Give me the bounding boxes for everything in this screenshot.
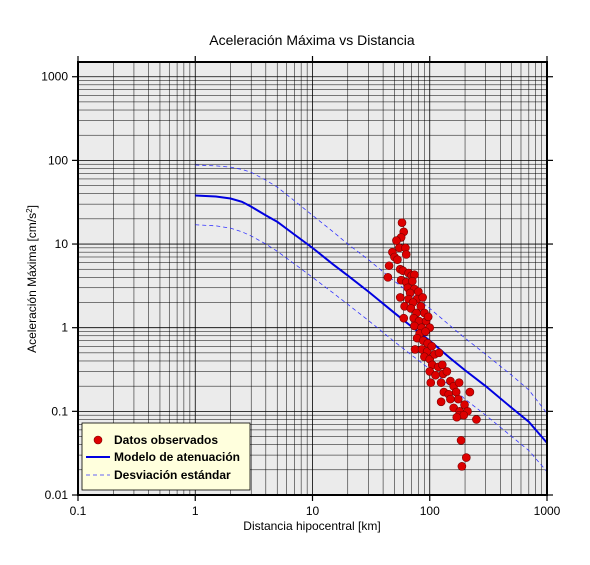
legend-label-points: Datos observados <box>114 433 218 447</box>
y-tick-label: 0.1 <box>51 404 68 418</box>
y-axis-label: Aceleración Máxima [cm/s2] <box>25 205 40 353</box>
data-point <box>454 378 464 388</box>
data-point <box>406 304 416 313</box>
data-point <box>457 462 467 471</box>
data-point <box>395 293 405 302</box>
y-axis-label-main: Aceleración Máxima [cm/s <box>25 213 39 353</box>
model-line-group <box>195 194 548 444</box>
data-point <box>438 360 447 370</box>
y-tick-label: 100 <box>48 153 68 167</box>
data-point <box>453 394 463 404</box>
y-tick-label: 10 <box>55 237 69 251</box>
x-tick-label: 0.1 <box>70 504 87 518</box>
data-point <box>384 261 394 271</box>
y-axis-label-suffix: ] <box>25 205 39 208</box>
data-point <box>472 415 481 424</box>
deviation-lines <box>195 164 548 472</box>
data-point <box>451 387 461 397</box>
data-point <box>426 378 436 388</box>
data-point <box>456 436 466 445</box>
y-tick-label: 1 <box>61 321 68 335</box>
deviation-upper-line <box>195 164 548 414</box>
data-point <box>452 412 462 422</box>
legend-label-model: Modelo de atenuación <box>114 450 240 464</box>
observed-points <box>383 218 481 471</box>
data-point <box>399 313 409 323</box>
data-point <box>423 312 433 322</box>
legend-label-deviation: Desviación estándar <box>114 468 231 482</box>
data-point <box>461 453 471 462</box>
data-point <box>410 321 419 331</box>
data-point <box>442 367 452 376</box>
data-point <box>436 378 446 388</box>
data-point <box>416 302 426 311</box>
data-point <box>436 397 446 407</box>
data-point <box>392 236 401 245</box>
y-tick-label: 0.01 <box>45 488 69 502</box>
data-point <box>431 370 440 380</box>
model-line <box>195 194 548 444</box>
x-tick-label: 100 <box>420 504 440 518</box>
data-point <box>408 276 417 286</box>
deviation-lower-line <box>195 224 548 472</box>
data-point <box>418 293 427 302</box>
x-tick-label: 10 <box>306 504 320 518</box>
x-tick-label: 1 <box>192 504 199 518</box>
y-tick-label: 1000 <box>41 70 68 84</box>
data-point <box>434 348 444 358</box>
grid-lines <box>77 62 547 496</box>
data-point <box>393 255 402 264</box>
chart-title: Aceleración Máxima vs Distancia <box>209 32 415 48</box>
x-tick-label: 1000 <box>534 504 561 518</box>
data-point <box>383 273 393 282</box>
data-point <box>401 250 411 259</box>
data-point <box>427 341 437 351</box>
x-axis-label: Distancia hipocentral [km] <box>243 519 380 533</box>
data-point <box>421 327 430 336</box>
data-point <box>465 387 475 397</box>
data-point <box>397 218 407 227</box>
y-axis-label-superscript: 2 <box>25 208 34 213</box>
data-point <box>446 394 455 404</box>
legend-marker-points <box>93 435 103 445</box>
legend: Datos observados Modelo de atenuación De… <box>81 422 251 491</box>
